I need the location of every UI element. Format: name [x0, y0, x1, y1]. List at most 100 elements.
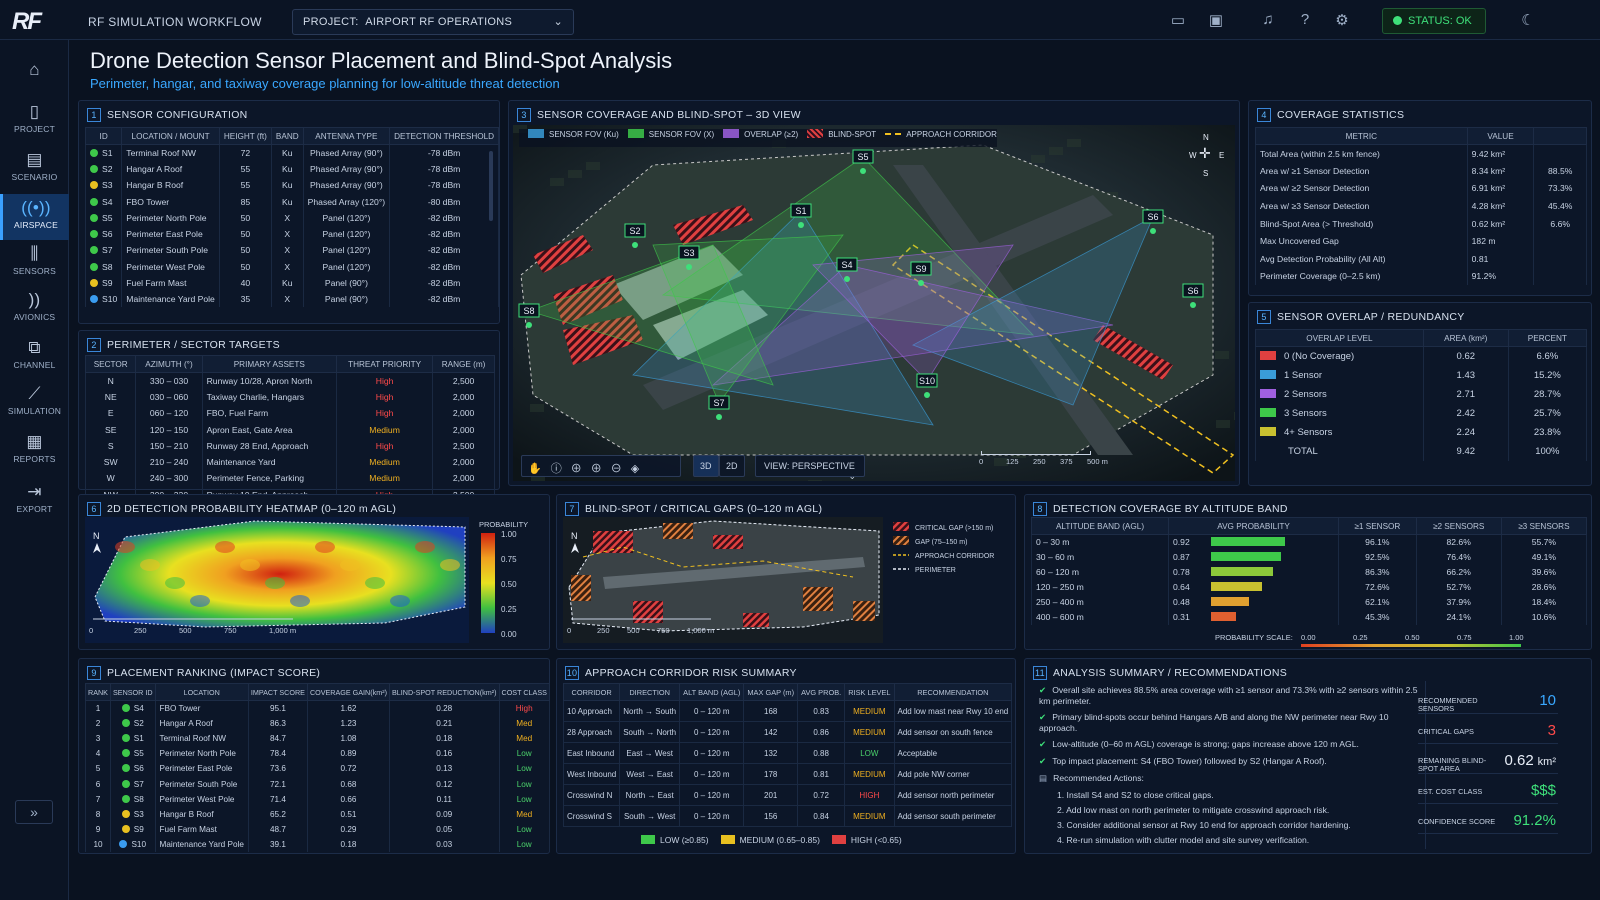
view-3d-button[interactable]: 3D	[693, 455, 719, 477]
table-row[interactable]: Max Uncovered Gap 182 m	[1255, 232, 1587, 251]
table-cell: South → North	[619, 721, 681, 743]
table-row[interactable]: S7 Perimeter South Pole 50 X Panel (120°) -82…	[84, 242, 500, 259]
sidebar-item-simulation[interactable]: ⟋ SIMULATION	[0, 380, 69, 426]
view-mode-dropdown[interactable]: VIEW: PERSPECTIVE ⌄	[755, 455, 865, 481]
table-row[interactable]: SE 120 – 150 Apron East, Gate Area Medium 2,…	[84, 421, 495, 438]
table-row[interactable]: 10 Approach North → South 0 – 120 m 168 0.83…	[562, 700, 1013, 722]
table-row[interactable]: 10 S10 Maintenance Yard Pole 39.1 0.18 0.03 Lo…	[85, 837, 550, 853]
table-row[interactable]: W 240 – 300 Perimeter Fence, Parking Medium…	[84, 470, 495, 487]
table-row[interactable]: Area w/ ≥2 Sensor Detection 6.91 km² 73.3%	[1255, 179, 1587, 198]
table-row[interactable]: 60 – 120 m 0.78 86.3% 66.2% 39.6%	[1031, 564, 1588, 580]
table-row[interactable]: Avg Detection Probability (All Alt) 0.81	[1255, 250, 1587, 268]
project-selector[interactable]: PROJECT: AIRPORT RF OPERATIONS ⌄	[292, 9, 574, 35]
probability-scale: PROBABILITY SCALE: 0.00 0.25 0.50 0.75 1.00	[1215, 633, 1575, 649]
column-header: VALUE	[1466, 127, 1535, 145]
target-icon[interactable]: ⊕	[570, 463, 591, 475]
sidebar-item-channel[interactable]: ⧉ CHANNEL	[0, 334, 69, 380]
gear-icon[interactable]: ⚙	[1335, 12, 1349, 29]
app-logo[interactable]: RF	[12, 8, 42, 35]
table-row[interactable]: S5 Perimeter North Pole 50 X Panel (120°) -82…	[84, 209, 500, 226]
save-icon[interactable]: ▣	[1208, 12, 1224, 29]
column-header: OVERLAP LEVEL	[1255, 329, 1424, 347]
sidebar-item-export[interactable]: ⇥ EXPORT	[0, 478, 69, 524]
table-cell: 55	[218, 160, 272, 178]
table-row[interactable]: S10 Maintenance Yard Pole 35 X Panel (90°) -8…	[84, 291, 500, 308]
table-row[interactable]: S4 FBO Tower 85 Ku Phased Array (120°) -80 dB…	[84, 193, 500, 210]
table-row[interactable]: Area w/ ≥3 Sensor Detection 4.28 km² 45.4%	[1255, 197, 1587, 215]
table-row[interactable]: West Inbound West → East 0 – 120 m 178 0.81 M…	[562, 763, 1013, 785]
table-cell: 1	[85, 700, 111, 716]
info-icon[interactable]: ⓘ	[550, 463, 571, 475]
table-cell: Add low mast near Rwy 10 end	[893, 700, 1013, 722]
layers-icon[interactable]: ◈	[630, 463, 649, 475]
bell-icon[interactable]: ♫	[1262, 11, 1274, 28]
table-row[interactable]: 250 – 400 m 0.48 62.1% 37.9% 18.4%	[1031, 594, 1588, 610]
table-row[interactable]: Area w/ ≥1 Sensor Detection 8.34 km² 88.5%	[1255, 162, 1587, 180]
table-row[interactable]: 3 S1 Terminal Roof NW 84.7 1.08 0.18 Med	[85, 730, 550, 747]
help-icon[interactable]: ?	[1300, 11, 1310, 28]
table-row[interactable]: S1 Terminal Roof NW 72 Ku Phased Array (90°)…	[84, 144, 500, 161]
table-row[interactable]: 8 S3 Hangar B Roof 65.2 0.51 0.09 Med	[85, 806, 550, 822]
table-row[interactable]: 0 (No Coverage) 0.62 6.6%	[1255, 346, 1588, 366]
heatmap-hotspot	[340, 559, 360, 571]
table-row[interactable]: 400 – 600 m 0.31 45.3% 24.1% 10.6%	[1031, 609, 1588, 625]
scrollbar[interactable]	[489, 151, 493, 221]
coverage-3d-view[interactable]: S5 S1 S2 S3 S4 S9 S6 S6 S8 S10 S7	[513, 125, 1235, 481]
table-row[interactable]: S3 Hangar B Roof 55 Ku Phased Array (90°) -78…	[84, 177, 500, 194]
table-row[interactable]: 5 S6 Perimeter East Pole 73.6 0.72 0.13 Low	[85, 761, 550, 777]
zoom-out-icon[interactable]: ⊖	[610, 463, 631, 475]
column-header: AZIMUTH (°)	[135, 355, 203, 373]
table-row[interactable]: 4 S5 Perimeter North Pole 78.4 0.89 0.16 Low	[85, 746, 550, 762]
sidebar-item-reports[interactable]: ▦ REPORTS	[0, 428, 69, 474]
table-row[interactable]: S2 Hangar A Roof 55 Ku Phased Array (90°) -78…	[84, 160, 500, 178]
table-row[interactable]: 2 S2 Hangar A Roof 86.3 1.23 0.21 Med	[85, 715, 550, 731]
table-row[interactable]: E 060 – 120 FBO, Fuel Farm High 2,000	[84, 405, 495, 422]
sidebar-item-scenario[interactable]: ▤ SCENARIO	[0, 146, 69, 192]
panel-number: 9	[87, 666, 101, 680]
sidebar-item-project[interactable]: ▯ PROJECT	[0, 98, 69, 144]
table-cell: 178	[743, 763, 799, 785]
table-row[interactable]: 120 – 250 m 0.64 72.6% 52.7% 28.6%	[1031, 579, 1588, 595]
table-row[interactable]: 1 Sensor 1.43 15.2%	[1255, 365, 1588, 385]
table-row[interactable]: 2 Sensors 2.71 28.7%	[1255, 384, 1588, 404]
table-row[interactable]: 28 Approach South → North 0 – 120 m 142 0.86…	[562, 721, 1013, 743]
check-icon: ✔	[1039, 685, 1047, 695]
table-row[interactable]: S6 Perimeter East Pole 50 X Panel (120°) -82 …	[84, 225, 500, 243]
table-row[interactable]: East Inbound East → West 0 – 120 m 132 0.88 L…	[562, 742, 1013, 764]
sidebar-item-sensors[interactable]: ⫼ SENSORS	[0, 240, 69, 286]
sidebar-item-avionics[interactable]: )) AVIONICS	[0, 286, 69, 332]
expand-sidebar-button[interactable]: »	[15, 800, 53, 824]
table-row[interactable]: 6 S7 Perimeter South Pole 72.1 0.68 0.12 Low	[85, 776, 550, 792]
pan-hand-icon[interactable]: ✋	[528, 463, 551, 475]
table-row[interactable]: Blind-Spot Area (> Threshold) 0.62 km² 6.6…	[1255, 214, 1587, 233]
theme-toggle-icon[interactable]: ☾	[1521, 12, 1535, 29]
folder-icon[interactable]: ▭	[1170, 12, 1186, 29]
view-2d-button[interactable]: 2D	[719, 455, 745, 477]
table-row[interactable]: S 150 – 210 Runway 28 End, Approach High 2,5…	[84, 437, 495, 454]
table-row[interactable]: Total Area (within 2.5 km fence) 9.42 km²	[1255, 144, 1587, 163]
sidebar-item-home[interactable]: ⌂	[0, 56, 69, 102]
table-row[interactable]: 3 Sensors 2.42 25.7%	[1255, 403, 1588, 423]
sensor-label-box	[836, 257, 858, 272]
blind-spot-map[interactable]: N 0 250 500 750 1,000 m CRITICAL GAP (>150 m) G…	[563, 517, 1013, 647]
table-row[interactable]: Crosswind S South → West 0 – 120 m 156 0.84 M…	[562, 805, 1013, 827]
top-bar	[0, 0, 1600, 40]
sidebar-item-label: PROJECT	[13, 124, 56, 134]
table-row[interactable]: 1 S4 FBO Tower 95.1 1.62 0.28 High	[85, 700, 550, 716]
table-row[interactable]: 4+ Sensors 2.24 23.8%	[1255, 422, 1588, 442]
table-row[interactable]: N 330 – 030 Runway 10/28, Apron North High 2…	[84, 372, 495, 389]
table-row[interactable]: S8 Perimeter West Pole 50 X Panel (120°) -82 …	[84, 258, 500, 275]
table-row[interactable]: SW 210 – 240 Maintenance Yard Medium 2,000	[84, 453, 495, 471]
table-row[interactable]: Crosswind N North → East 0 – 120 m 201 0.72 H…	[562, 784, 1013, 806]
zoom-in-icon[interactable]: ⊕	[590, 463, 611, 475]
table-row[interactable]: 0 – 30 m 0.92 96.1% 82.6% 55.7%	[1031, 534, 1588, 550]
table-cell: 182 m	[1466, 232, 1535, 251]
sidebar-item-airspace[interactable]: ((•)) AIRSPACE	[0, 194, 69, 240]
table-row[interactable]: 9 S9 Fuel Farm Mast 48.7 0.29 0.05 Low	[85, 822, 550, 838]
table-row[interactable]: 30 – 60 m 0.87 92.5% 76.4% 49.1%	[1031, 549, 1588, 565]
table-row[interactable]: Perimeter Coverage (0–2.5 km) 91.2%	[1255, 267, 1587, 286]
table-row[interactable]: NE 030 – 060 Taxiway Charlie, Hangars High 2…	[84, 388, 495, 406]
table-row[interactable]: 7 S8 Perimeter West Pole 71.4 0.66 0.11 Low	[85, 791, 550, 807]
table-row[interactable]: S9 Fuel Farm Mast 40 Ku Panel (90°) -82 dBm	[84, 274, 500, 292]
